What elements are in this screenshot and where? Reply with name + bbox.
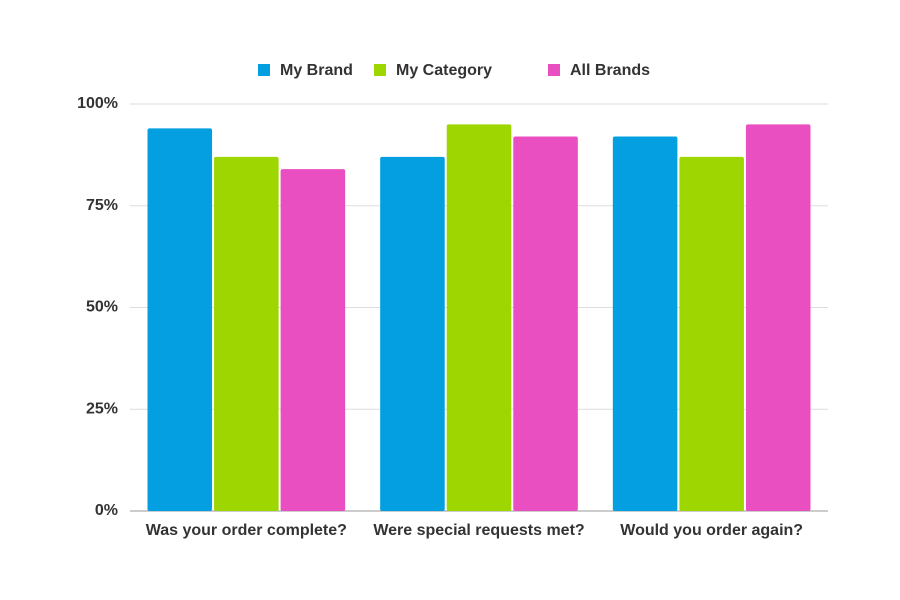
- y-tick-label: 50%: [86, 299, 118, 316]
- y-tick-label: 75%: [86, 197, 118, 214]
- legend-swatch: [548, 64, 560, 76]
- y-tick-label: 100%: [77, 95, 118, 112]
- bar: [446, 124, 512, 511]
- y-tick-label: 25%: [86, 400, 118, 417]
- bar: [745, 124, 811, 511]
- bar: [612, 136, 678, 511]
- legend-swatch: [258, 64, 270, 76]
- x-tick-label: Was your order complete?: [146, 522, 347, 539]
- bar: [214, 156, 279, 511]
- x-tick-label: Would you order again?: [620, 522, 803, 539]
- legend-label: My Brand: [280, 62, 353, 79]
- legend-swatch: [374, 64, 386, 76]
- bar: [380, 156, 445, 511]
- bar: [679, 156, 744, 511]
- legend-label: My Category: [396, 62, 492, 79]
- bar: [513, 136, 578, 511]
- legend-label: All Brands: [570, 62, 650, 79]
- x-tick-label: Were special requests met?: [373, 522, 584, 539]
- y-tick-label: 0%: [95, 502, 118, 519]
- bar: [147, 128, 213, 512]
- bar: [280, 169, 346, 511]
